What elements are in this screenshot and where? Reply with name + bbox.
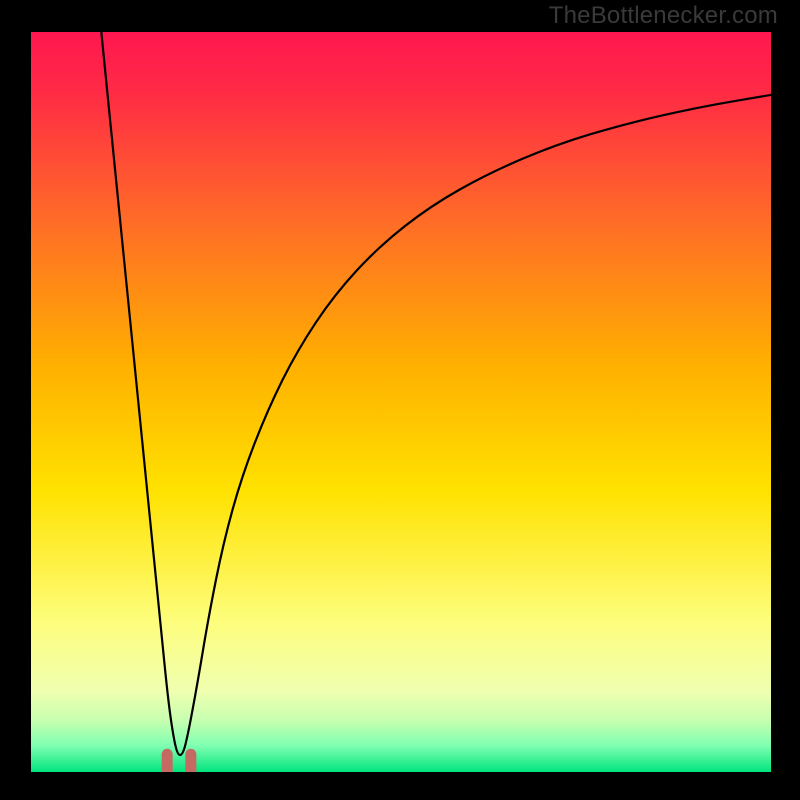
bottleneck-curve: [101, 32, 771, 755]
watermark-text: TheBottlenecker.com: [549, 2, 778, 30]
plot-area: [31, 32, 771, 772]
minimum-marker: [167, 754, 191, 772]
plot-svg: [31, 32, 771, 772]
figure-stage: TheBottlenecker.com: [0, 0, 800, 800]
